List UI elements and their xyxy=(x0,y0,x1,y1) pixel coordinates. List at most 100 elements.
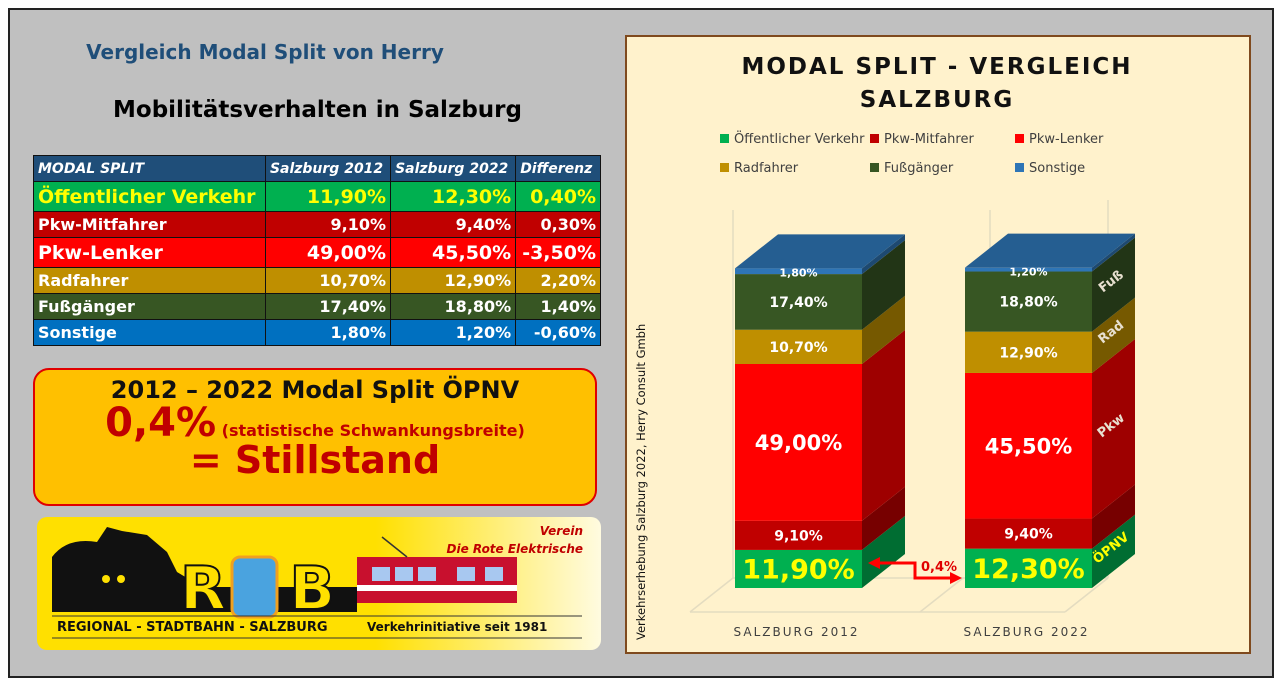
callout-value-line: 0,4% (statistische Schwankungsbreite) xyxy=(35,400,595,446)
column-header: MODAL SPLIT xyxy=(33,155,266,182)
bar-segment-side xyxy=(862,234,905,275)
arrowhead-right xyxy=(950,572,962,584)
bar-segment xyxy=(735,274,862,330)
data-label: 1,80% xyxy=(779,266,817,279)
heart-s-icon xyxy=(230,555,279,619)
bar-segment xyxy=(965,518,1092,549)
table-row: Sonstige 1,80% 1,20% -0,60% xyxy=(33,319,601,346)
bar-segment-side xyxy=(1092,514,1135,588)
bar-segment xyxy=(735,329,862,364)
bar-segment xyxy=(735,364,862,521)
callout-box: 2012 – 2022 Modal Split ÖPNV 0,4% (stati… xyxy=(33,368,597,506)
bar-segment-side xyxy=(1092,338,1135,519)
data-label: 49,00% xyxy=(755,431,842,455)
callout-value: 0,4% xyxy=(105,400,217,446)
pantograph xyxy=(381,536,408,558)
data-label: 18,80% xyxy=(999,295,1057,311)
bar-segment xyxy=(735,268,862,275)
rsb-logo-graphic: RSB Verein Die Rote Elektrische REGIONAL… xyxy=(52,524,583,639)
legend-swatch xyxy=(1015,163,1024,172)
bar-top xyxy=(965,233,1135,268)
row-label: Sonstige xyxy=(33,319,266,346)
legend-swatch xyxy=(720,163,729,172)
cell-diff: -0,60% xyxy=(515,319,601,346)
castle-tunnel-silhouette xyxy=(52,527,357,612)
chart-title-line1: MODAL SPLIT - VERGLEICH xyxy=(741,54,1132,80)
chart-bars: 11,90% 9,10% 49,00% 10,70% 17,40% 1,80% 12,30%… xyxy=(735,233,1135,588)
bar-segment-side xyxy=(862,330,905,521)
data-label: 9,40% xyxy=(1004,527,1053,543)
row-label: Radfahrer xyxy=(33,267,266,294)
row-label: Pkw-Mitfahrer xyxy=(33,211,266,238)
callout-conclusion: = Stillstand xyxy=(189,438,441,482)
gridline xyxy=(689,577,734,613)
tram-stripe xyxy=(357,585,517,591)
gridline xyxy=(919,577,964,613)
bar-segment-side xyxy=(1092,237,1135,332)
bar-segment xyxy=(965,267,1092,272)
x-tick-label: SALZBURG 2012 xyxy=(734,625,860,639)
logo-club-line1: Verein xyxy=(540,524,583,538)
difference-label: 0,4% xyxy=(921,560,957,575)
column-header: Salzburg 2022 xyxy=(390,155,517,182)
cell-diff: -3,50% xyxy=(515,237,601,268)
legend-swatch xyxy=(720,134,729,143)
tram-windows xyxy=(372,567,503,581)
bar-top xyxy=(735,234,905,269)
legend-label: Sonstige xyxy=(1029,161,1085,176)
chart-legend: Öffentlicher Verkehr Pkw-Mitfahrer Pkw-Len… xyxy=(720,130,1104,176)
difference-arrow xyxy=(878,561,952,580)
modal-split-table: MODAL SPLIT Salzburg 2012 Salzburg 2022 Dif… xyxy=(33,155,601,346)
cell-v2022: 1,20% xyxy=(390,319,517,346)
cell-diff: 2,20% xyxy=(515,267,601,294)
column-header: Differenz xyxy=(515,155,601,182)
page-heading: Mobilitätsverhalten in Salzburg xyxy=(113,97,522,123)
legend-label: Pkw-Mitfahrer xyxy=(884,132,974,147)
arrowhead-left xyxy=(868,557,880,569)
x-tick-label: SALZBURG 2022 xyxy=(964,625,1090,639)
legend-label: Fußgänger xyxy=(884,161,954,176)
table-row: Pkw-Lenker 49,00% 45,50% -3,50% xyxy=(33,237,601,268)
cell-v2022: 9,40% xyxy=(390,211,517,238)
cell-v2012: 10,70% xyxy=(264,267,392,294)
data-label: 1,20% xyxy=(1009,266,1047,279)
data-label: 9,10% xyxy=(774,528,823,544)
callout-note: (statistische Schwankungsbreite) xyxy=(221,421,525,440)
table-row: Fußgänger 17,40% 18,80% 1,40% xyxy=(33,293,601,320)
subtitle: Vergleich Modal Split von Herry xyxy=(86,40,444,64)
cell-v2012: 11,90% xyxy=(264,181,392,212)
bar-segment-side xyxy=(862,295,905,364)
data-label: 10,70% xyxy=(769,340,827,356)
data-label: 45,50% xyxy=(985,434,1072,458)
legend-label: Öffentlicher Verkehr xyxy=(734,130,865,147)
bar-segment xyxy=(965,548,1092,588)
bar-segment-side xyxy=(1092,484,1135,549)
cell-v2012: 17,40% xyxy=(264,293,392,320)
data-label: 12,30% xyxy=(972,554,1084,585)
rsb-logo: RSB Verein Die Rote Elektrische REGIONAL… xyxy=(37,517,601,650)
bar-segment-side xyxy=(1092,297,1135,373)
table-header-row: MODAL SPLIT Salzburg 2012 Salzburg 2022 Dif… xyxy=(33,155,601,182)
cell-v2022: 45,50% xyxy=(390,237,517,268)
row-label: Öffentlicher Verkehr xyxy=(33,181,266,212)
cell-v2012: 49,00% xyxy=(264,237,392,268)
legend-swatch xyxy=(1015,134,1024,143)
train-light-left xyxy=(102,575,110,583)
table-row: Pkw-Mitfahrer 9,10% 9,40% 0,30% xyxy=(33,211,601,238)
legend-label: Pkw-Lenker xyxy=(1029,132,1104,147)
bar-segment xyxy=(965,372,1092,519)
logo-club-line2: Die Rote Elektrische xyxy=(447,542,583,556)
chart-title-line2: SALZBURG xyxy=(860,87,1015,113)
difference-annotation: 0,4% xyxy=(868,557,962,584)
bar-segment xyxy=(965,331,1092,373)
bar-segment xyxy=(735,549,862,588)
table-row: Radfahrer 10,70% 12,90% 2,20% xyxy=(33,267,601,294)
bar-segment-side xyxy=(862,486,905,550)
legend-swatch xyxy=(870,163,879,172)
cell-v2012: 1,80% xyxy=(264,319,392,346)
callout-title: 2012 – 2022 Modal Split ÖPNV xyxy=(110,376,520,404)
source-label: Verkehrserhebung Salzburg 2022, Herry Co… xyxy=(634,324,648,640)
logo-tagline: Verkehrinitiative seit 1981 xyxy=(367,620,547,634)
x-axis: SALZBURG 2012 SALZBURG 2022 xyxy=(734,625,1090,639)
table-row: Öffentlicher Verkehr 11,90% 12,30% 0,40% xyxy=(33,181,601,212)
